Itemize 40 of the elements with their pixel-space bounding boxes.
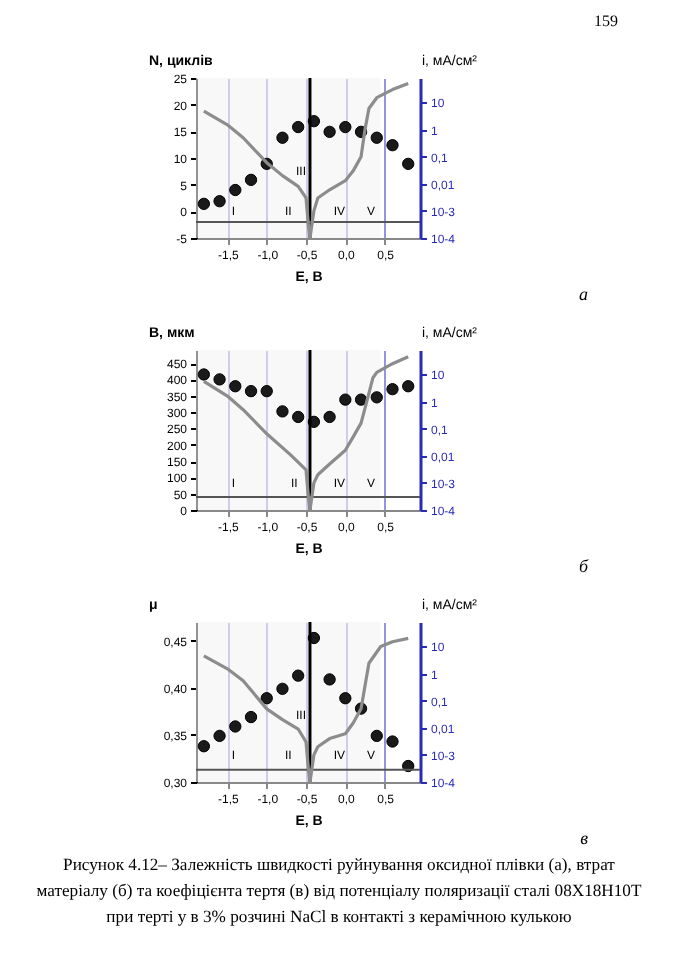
point bbox=[229, 380, 242, 393]
point bbox=[386, 139, 399, 152]
text: а bbox=[577, 284, 590, 304]
point bbox=[402, 380, 415, 393]
point bbox=[339, 120, 352, 134]
point bbox=[213, 729, 226, 743]
point bbox=[213, 195, 226, 208]
point bbox=[323, 673, 336, 686]
text: б bbox=[576, 556, 591, 576]
point bbox=[292, 410, 305, 424]
text: Рисунок 4.12– Залежність швидкості руйнування оксидної плівки (а), втрат матеріалу (б) та коефіцієнта тертя (в) від потенціалу поляризації сталі 08Х18Н10Т при терті у в 3% розчині NaCl в контакті з керамічною кулькою bbox=[34, 852, 644, 930]
text: в bbox=[578, 828, 590, 848]
point bbox=[354, 393, 368, 406]
point bbox=[323, 125, 336, 139]
text: 159 bbox=[592, 10, 620, 32]
point bbox=[244, 385, 258, 398]
point bbox=[276, 682, 289, 695]
point bbox=[323, 410, 336, 424]
point bbox=[339, 692, 352, 705]
point bbox=[339, 393, 352, 406]
point bbox=[370, 729, 383, 743]
point bbox=[386, 383, 399, 396]
point bbox=[244, 173, 258, 187]
point bbox=[386, 735, 399, 748]
point bbox=[402, 157, 415, 171]
point bbox=[229, 720, 242, 733]
point bbox=[292, 120, 305, 134]
point bbox=[213, 373, 226, 386]
point bbox=[276, 131, 289, 144]
point bbox=[197, 368, 211, 381]
point bbox=[260, 692, 273, 705]
point bbox=[292, 669, 305, 682]
point bbox=[197, 197, 211, 211]
point bbox=[244, 710, 258, 724]
point bbox=[229, 183, 242, 197]
point bbox=[260, 385, 273, 398]
point bbox=[197, 740, 211, 753]
point bbox=[276, 405, 289, 418]
point bbox=[370, 131, 383, 144]
point bbox=[370, 391, 383, 404]
